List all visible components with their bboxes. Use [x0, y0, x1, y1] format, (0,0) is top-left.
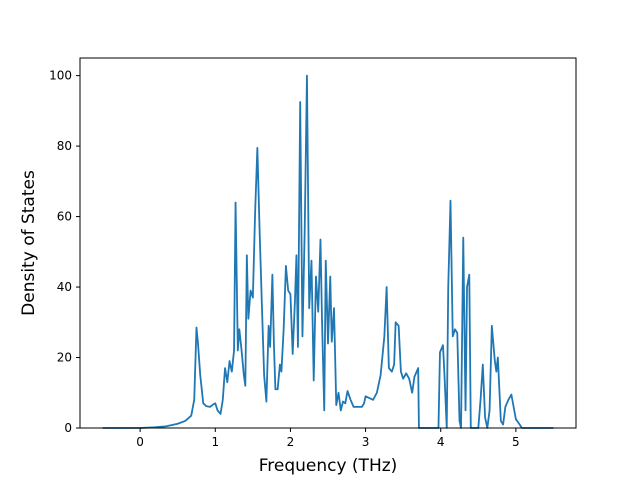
x-tick-label: 2 [287, 435, 295, 449]
x-tick-label: 1 [211, 435, 219, 449]
x-tick-label: 5 [512, 435, 520, 449]
y-tick-label: 100 [49, 69, 72, 83]
y-tick-label: 60 [57, 210, 72, 224]
dos-series-line [102, 74, 554, 429]
x-tick-label: 0 [136, 435, 144, 449]
y-axis-title: Density of States [19, 170, 39, 316]
plot-area-frame [79, 57, 577, 429]
y-tick-label: 40 [57, 280, 72, 294]
y-tick-label: 0 [64, 421, 72, 435]
y-tick-label: 20 [57, 351, 72, 365]
x-axis-title: Frequency (THz) [259, 456, 398, 476]
x-tick-label: 3 [362, 435, 370, 449]
y-tick-label: 80 [57, 139, 72, 153]
x-tick-label: 4 [437, 435, 445, 449]
